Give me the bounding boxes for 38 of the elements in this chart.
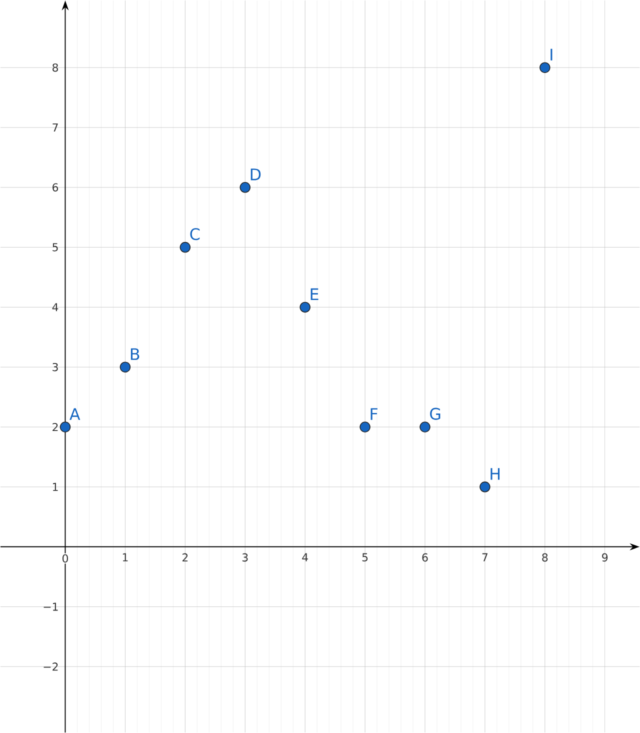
x-tick-label: 1 [122, 553, 128, 562]
x-tick-label: 5 [362, 553, 368, 562]
y-tick-label: −2 [44, 662, 58, 671]
annotation: E [310, 288, 318, 300]
point [539, 62, 550, 73]
y-tick-label: 2 [52, 422, 58, 432]
annotation: B [130, 348, 140, 360]
annotation: D [250, 168, 261, 180]
point [60, 422, 71, 432]
x-tick-label: 4 [302, 553, 308, 562]
point [180, 242, 190, 253]
x-tick-label: 7 [482, 553, 488, 562]
x-tick-label: 6 [422, 553, 428, 562]
point [360, 422, 370, 432]
annotation: C [190, 228, 200, 240]
annotation: G [430, 408, 440, 420]
point [300, 302, 310, 313]
x-tick-label: 8 [542, 553, 548, 562]
point [120, 362, 131, 372]
annotation: H [490, 468, 500, 480]
y-tick-label: 5 [52, 243, 58, 252]
annotation: F [370, 408, 378, 420]
x-tick-label: 9 [602, 553, 608, 562]
y-tick-label: 7 [52, 124, 58, 132]
annotation: A [69, 408, 80, 420]
y-tick-label: 1 [52, 482, 58, 491]
point [480, 482, 490, 492]
y-tick-label: 3 [52, 362, 58, 372]
annotation: I [550, 48, 552, 60]
point [420, 422, 430, 432]
y-tick-label: 8 [52, 63, 58, 72]
point [240, 182, 250, 193]
x-tick-label: 0 [62, 554, 68, 563]
y-tick-label: 6 [52, 183, 58, 192]
x-tick-label: 3 [242, 553, 248, 562]
x-tick-label: 2 [182, 553, 188, 562]
y-tick-label: 4 [52, 303, 58, 312]
y-tick-label: −1 [44, 602, 58, 611]
